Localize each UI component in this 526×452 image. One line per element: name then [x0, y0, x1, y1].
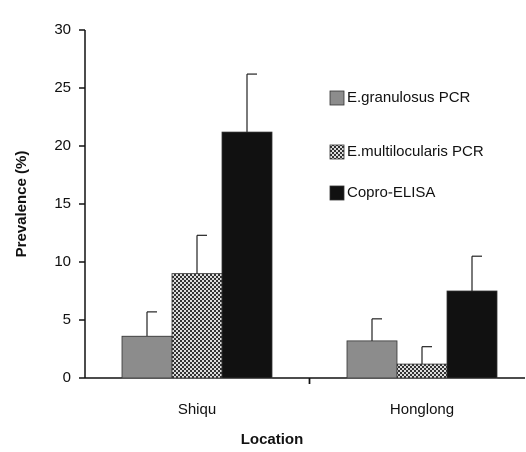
bar: [346, 340, 398, 379]
legend-swatch: [329, 185, 345, 201]
y-tick-label: 10: [54, 253, 71, 270]
y-tick-label: 5: [63, 311, 71, 328]
y-tick-label: 25: [54, 79, 71, 96]
y-tick-label: 15: [54, 195, 71, 212]
y-tick-label: 30: [54, 21, 71, 38]
bar: [171, 273, 223, 379]
y-tick-label: 0: [63, 369, 71, 386]
legend-swatch: [329, 144, 345, 160]
bar: [396, 363, 448, 379]
legend-label: E.multilocularis PCR: [347, 143, 484, 160]
legend-label: E.granulosus PCR: [347, 89, 471, 106]
x-axis-title: Location: [241, 431, 304, 448]
bar: [121, 335, 173, 379]
x-tick-label: Honglong: [390, 401, 454, 418]
bar: [446, 290, 498, 379]
legend-swatch: [329, 90, 345, 106]
bar: [221, 131, 273, 379]
legend-label: Copro-ELISA: [347, 184, 435, 201]
y-tick-label: 20: [54, 137, 71, 154]
y-axis-title: Prevalence (%): [13, 151, 30, 258]
x-tick-label: Shiqu: [178, 401, 216, 418]
